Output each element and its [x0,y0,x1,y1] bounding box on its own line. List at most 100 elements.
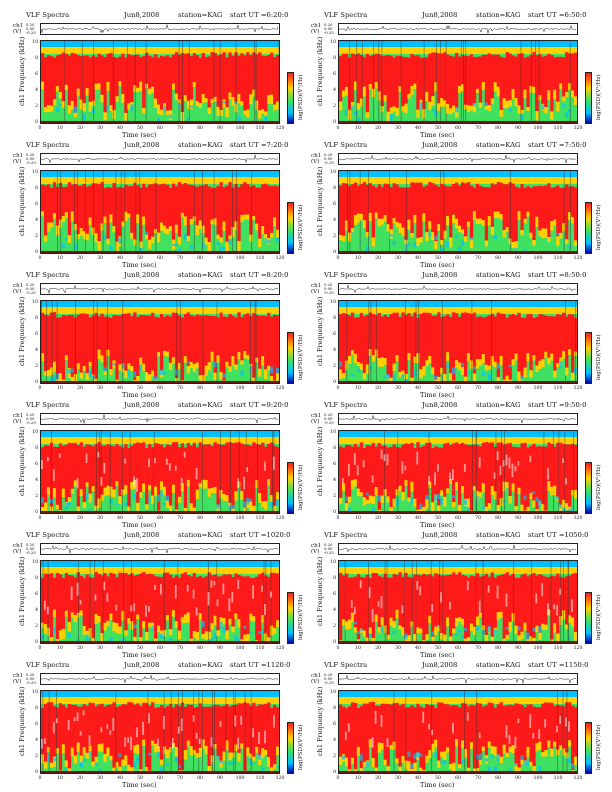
time-tick-label: 80 [495,646,501,651]
time-tick-label: 30 [97,776,103,781]
panel-start-ut: start UT =8:20:0 [230,271,289,279]
wave-ylabel: ch1 (V) [311,283,322,295]
colorbar [287,332,294,384]
freq-tick-label: 4 [333,218,336,223]
time-tick-label: 30 [97,256,103,261]
freq-tick-label: 4 [35,348,38,353]
time-tick-label: 40 [117,256,123,261]
panel-date: Jun8,2008 [124,401,160,409]
wave-tick-label: -0.20 [26,160,36,165]
waveform-trace [339,544,576,553]
freq-tick-label: 2 [333,234,336,239]
wave-ylabel: ch1 (V) [13,543,24,555]
time-tick-label: 40 [415,516,421,521]
time-tick-label: 100 [533,776,543,781]
freq-tick-label: 0 [35,380,38,385]
time-tick-label: 40 [117,386,123,391]
freq-tick-label: 6 [333,332,336,337]
waveform-trace [339,154,577,164]
waveform-plot [338,153,578,165]
wave-tick-label: -0.20 [324,420,334,425]
spectrogram-panel: VLF Spectra Jun8,2008 station=KAG start UT … [12,270,304,399]
time-tick-label: 50 [435,126,441,131]
time-tick-label: 110 [255,646,265,651]
waveform-trace [339,24,577,34]
freq-tick-label: 8 [35,186,38,191]
freq-tick-label: 10 [32,300,38,305]
waveform-trace [41,154,279,164]
time-tick-label: 40 [415,126,421,131]
spectrogram-plot [40,300,280,384]
time-tick-label: 30 [395,256,401,261]
spectrogram-panel: VLF Spectra Jun8,2008 station=KAG start UT … [12,400,304,529]
panel-station: station=KAG [476,141,521,149]
time-tick-label: 120 [573,646,583,651]
freq-tick-label: 8 [35,576,38,581]
time-tick-label: 80 [495,256,501,261]
freq-tick-label: 0 [35,250,38,255]
wave-tick-label: -0.20 [324,160,334,165]
panel-header: VLF Spectra Jun8,2008 station=KAG start UT … [26,660,292,672]
waveform-trace [339,674,577,684]
wave-tick-label: 0.20 [26,542,35,547]
waveform-plot [40,543,280,555]
time-tick-label: 80 [197,516,203,521]
time-tick-label: 10 [355,126,361,131]
freq-tick-label: 8 [35,446,38,451]
panel-start-ut: start UT =1020:0 [230,531,291,539]
freq-ylabel: ch1 Frequency (kHz) [18,426,26,496]
time-tick-label: 0 [336,646,340,651]
time-tick-label: 90 [217,386,223,391]
time-tick-label: 10 [57,776,63,781]
time-xlabel: Time (sec) [420,131,455,139]
time-tick-label: 90 [217,646,223,651]
spectrogram-plot [40,560,280,644]
time-xlabel: Time (sec) [420,261,455,269]
waveform-plot [40,23,280,35]
time-tick-label: 10 [57,516,63,521]
wave-tick-label: -0.20 [26,550,36,555]
panel-station: station=KAG [178,661,223,669]
waveform-plot [40,673,280,685]
freq-ylabel: ch1 Frequency (kHz) [316,296,324,366]
time-tick-label: 20 [77,516,83,521]
time-tick-label: 30 [395,386,401,391]
freq-tick-label: 4 [333,88,336,93]
freq-tick-label: 6 [333,72,336,77]
panel-title: VLF Spectra [324,141,368,149]
waveform-plot [338,23,578,35]
wave-tick-label: 0.00 [324,546,333,551]
freq-tick-label: 0 [35,640,38,645]
colorbar [585,332,592,384]
time-tick-label: 100 [533,516,543,521]
time-tick-label: 10 [57,126,63,131]
freq-tick-label: 4 [35,88,38,93]
spectrogram-plot [40,40,280,124]
time-tick-label: 100 [235,516,245,521]
freq-tick-label: 10 [32,560,38,565]
wave-tick-label: 0.00 [26,416,35,421]
panel-header: VLF Spectra Jun8,2008 station=KAG start UT … [324,660,590,672]
panel-title: VLF Spectra [324,271,368,279]
time-tick-label: 50 [435,516,441,521]
time-tick-label: 100 [235,386,245,391]
time-tick-label: 110 [255,256,265,261]
panel-station: station=KAG [476,11,521,19]
panel-header: VLF Spectra Jun8,2008 station=KAG start UT … [324,270,590,282]
spectrogram-panel: VLF Spectra Jun8,2008 station=KAG start UT … [310,270,602,399]
panel-date: Jun8,2008 [422,141,458,149]
colorbar-label: log(PSD)(V²/Hz) [298,74,304,120]
time-tick-label: 50 [435,386,441,391]
freq-tick-label: 2 [35,624,38,629]
time-tick-label: 110 [553,256,563,261]
time-tick-label: 110 [553,516,563,521]
colorbar-label: log(PSD)(V²/Hz) [596,464,602,510]
time-tick-label: 110 [255,126,265,131]
wave-tick-label: 0.00 [26,676,35,681]
time-tick-label: 50 [137,516,143,521]
waveform-trace [41,674,279,684]
time-tick-label: 20 [77,256,83,261]
colorbar-label: log(PSD)(V²/Hz) [596,74,602,120]
time-xlabel: Time (sec) [122,131,157,139]
